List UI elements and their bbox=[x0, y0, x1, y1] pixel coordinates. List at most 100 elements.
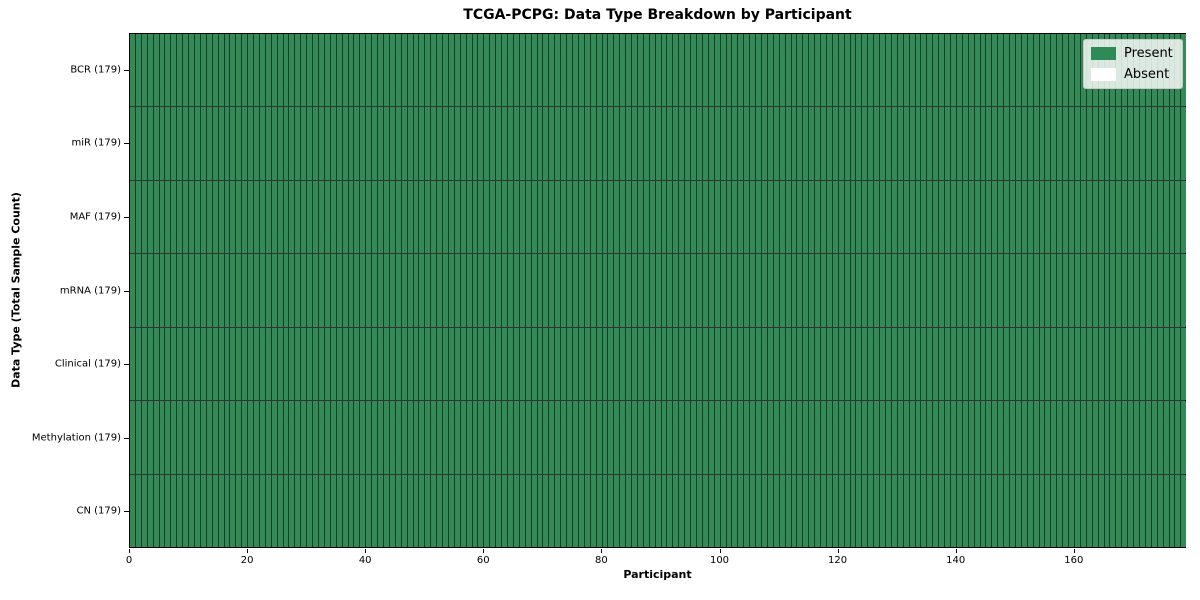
heatmap-cell bbox=[283, 401, 290, 474]
heatmap-cell bbox=[230, 107, 237, 180]
heatmap-cell bbox=[602, 34, 609, 107]
heatmap-cell bbox=[283, 327, 290, 401]
heatmap-cell bbox=[342, 180, 349, 254]
heatmap-cell bbox=[378, 34, 384, 107]
heatmap-cell bbox=[998, 34, 1005, 107]
heatmap-cell bbox=[153, 34, 160, 107]
heatmap-cell bbox=[767, 327, 774, 401]
heatmap-cell bbox=[194, 107, 201, 180]
heatmap-cell bbox=[714, 254, 721, 327]
heatmap-cell bbox=[756, 180, 762, 254]
heatmap-cell bbox=[868, 34, 875, 107]
heatmap-cell bbox=[986, 327, 993, 401]
heatmap-cell bbox=[844, 401, 851, 474]
heatmap-cell bbox=[130, 327, 136, 401]
heatmap-cell bbox=[826, 254, 833, 327]
heatmap-cell bbox=[673, 401, 680, 474]
x-tick-label: 100 bbox=[709, 555, 730, 566]
heatmap-cell bbox=[968, 34, 975, 107]
heatmap-cell bbox=[620, 34, 627, 107]
heatmap-cell bbox=[165, 180, 172, 254]
heatmap-cell bbox=[998, 107, 1005, 180]
heatmap-cell bbox=[620, 254, 627, 327]
heatmap-cell bbox=[472, 107, 479, 180]
heatmap-cell bbox=[590, 107, 597, 180]
heatmap-cell bbox=[643, 180, 650, 254]
heatmap-cell bbox=[130, 254, 136, 327]
heatmap-cell bbox=[478, 401, 485, 474]
heatmap-cell bbox=[702, 254, 709, 327]
heatmap-cell bbox=[596, 34, 603, 107]
heatmap-cell bbox=[389, 34, 396, 107]
heatmap-cell bbox=[956, 474, 963, 547]
y-tick-label: BCR (179) bbox=[70, 64, 121, 76]
heatmap-cell bbox=[1069, 474, 1075, 547]
heatmap-cell bbox=[826, 474, 833, 547]
heatmap-cell bbox=[614, 180, 621, 254]
y-tick-label: CN (179) bbox=[76, 505, 121, 517]
heatmap-cell bbox=[230, 34, 237, 107]
heatmap-cell bbox=[1033, 401, 1040, 474]
heatmap-cell bbox=[437, 401, 444, 474]
heatmap-cell bbox=[1027, 401, 1034, 474]
heatmap-cell bbox=[632, 474, 638, 547]
heatmap-cell bbox=[472, 180, 479, 254]
heatmap-cell bbox=[531, 107, 538, 180]
heatmap-cell bbox=[1122, 254, 1129, 327]
heatmap-cell bbox=[1163, 474, 1170, 547]
heatmap-cell bbox=[130, 180, 136, 254]
heatmap-cell bbox=[1027, 474, 1034, 547]
heatmap-cell bbox=[962, 180, 969, 254]
heatmap-cell bbox=[1122, 180, 1129, 254]
heatmap-cell bbox=[549, 327, 556, 401]
heatmap-cell bbox=[632, 401, 638, 474]
heatmap-cell bbox=[1163, 180, 1170, 254]
heatmap-cell bbox=[791, 401, 798, 474]
heatmap-cell bbox=[1128, 474, 1135, 547]
heatmap-cell bbox=[578, 327, 585, 401]
heatmap-cell bbox=[289, 180, 296, 254]
heatmap-row bbox=[130, 474, 1187, 547]
heatmap-cell bbox=[389, 474, 396, 547]
heatmap-cell bbox=[708, 401, 715, 474]
heatmap-cell bbox=[602, 474, 609, 547]
y-tick-mark bbox=[124, 437, 129, 439]
heatmap-cell bbox=[366, 107, 373, 180]
heatmap-cell bbox=[708, 107, 715, 180]
heatmap-cell bbox=[791, 254, 798, 327]
heatmap-cell bbox=[218, 474, 225, 547]
heatmap-cell bbox=[1098, 401, 1105, 474]
heatmap-cell bbox=[200, 107, 207, 180]
heatmap-cell bbox=[649, 401, 656, 474]
heatmap-cell bbox=[903, 254, 910, 327]
heatmap-cell bbox=[850, 107, 857, 180]
x-tick-mark bbox=[955, 549, 957, 553]
heatmap-cell bbox=[212, 107, 219, 180]
heatmap-cell bbox=[649, 474, 656, 547]
heatmap-cell bbox=[271, 254, 278, 327]
heatmap-cell bbox=[945, 401, 951, 474]
heatmap-cell bbox=[177, 474, 184, 547]
heatmap-cell bbox=[165, 401, 172, 474]
heatmap-cell bbox=[980, 34, 987, 107]
heatmap-cell bbox=[1004, 180, 1011, 254]
heatmap-cell bbox=[637, 107, 644, 180]
heatmap-cell bbox=[212, 401, 219, 474]
heatmap-cell bbox=[177, 34, 184, 107]
heatmap-cell bbox=[271, 327, 278, 401]
heatmap-cell bbox=[336, 254, 343, 327]
heatmap-cell bbox=[301, 327, 308, 401]
heatmap-cell bbox=[1010, 327, 1016, 401]
heatmap-cell bbox=[135, 401, 142, 474]
heatmap-cell bbox=[189, 401, 195, 474]
heatmap-cell bbox=[608, 107, 615, 180]
heatmap-cell bbox=[313, 180, 319, 254]
heatmap-cell bbox=[626, 327, 633, 401]
heatmap-cell bbox=[1039, 401, 1046, 474]
heatmap-cell bbox=[933, 474, 940, 547]
heatmap-cell bbox=[945, 107, 951, 180]
heatmap-cell bbox=[466, 180, 473, 254]
heatmap-cell bbox=[218, 107, 225, 180]
heatmap-cell bbox=[395, 34, 402, 107]
heatmap-cell bbox=[141, 34, 148, 107]
